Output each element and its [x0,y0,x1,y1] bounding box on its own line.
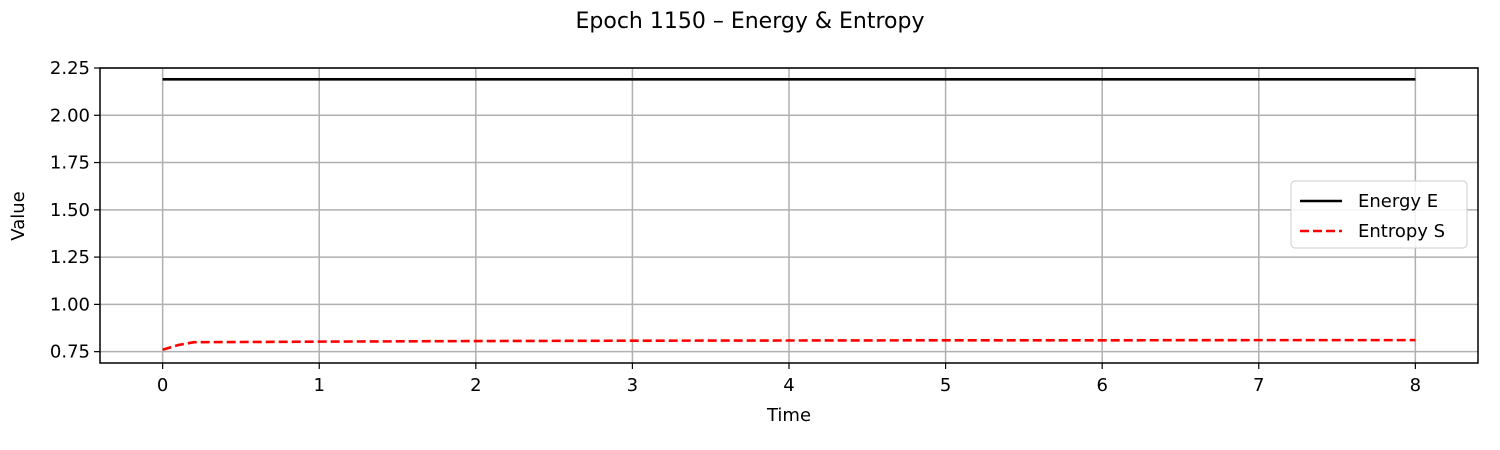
y-axis-label: Value [8,191,29,240]
grid [100,67,1478,363]
y-axis-ticks: 0.75 1.00 1.25 1.50 1.75 2.00 2.25 [50,58,100,363]
x-tick-label: 1 [314,375,325,396]
y-tick-label: 0.75 [50,342,90,363]
x-tick-label: 7 [1253,375,1264,396]
x-tick-label: 3 [627,375,638,396]
y-tick-label: 2.25 [50,58,90,79]
chart-title: Epoch 1150 – Energy & Entropy [576,9,925,34]
y-tick-label: 2.00 [50,105,90,126]
series-layer [162,78,1416,352]
x-tick-label: 6 [1096,375,1107,396]
x-tick-label: 8 [1410,375,1421,396]
y-tick-label: 1.50 [50,200,90,221]
x-tick-label: 2 [470,375,481,396]
y-tick-label: 1.00 [50,294,90,315]
legend-entry: Energy E [1358,191,1438,212]
x-tick-label: 4 [783,375,794,396]
x-tick-label: 0 [157,375,168,396]
y-tick-label: 1.25 [50,247,90,268]
x-tick-label: 5 [940,375,951,396]
legend: Energy E Entropy S [1290,180,1468,249]
legend-entry: Entropy S [1358,221,1445,242]
x-axis-label: Time [766,405,811,426]
x-axis-ticks: 0 1 2 3 4 5 6 7 8 [157,363,1421,396]
series-line-2 [162,338,1416,352]
y-tick-label: 1.75 [50,153,90,174]
